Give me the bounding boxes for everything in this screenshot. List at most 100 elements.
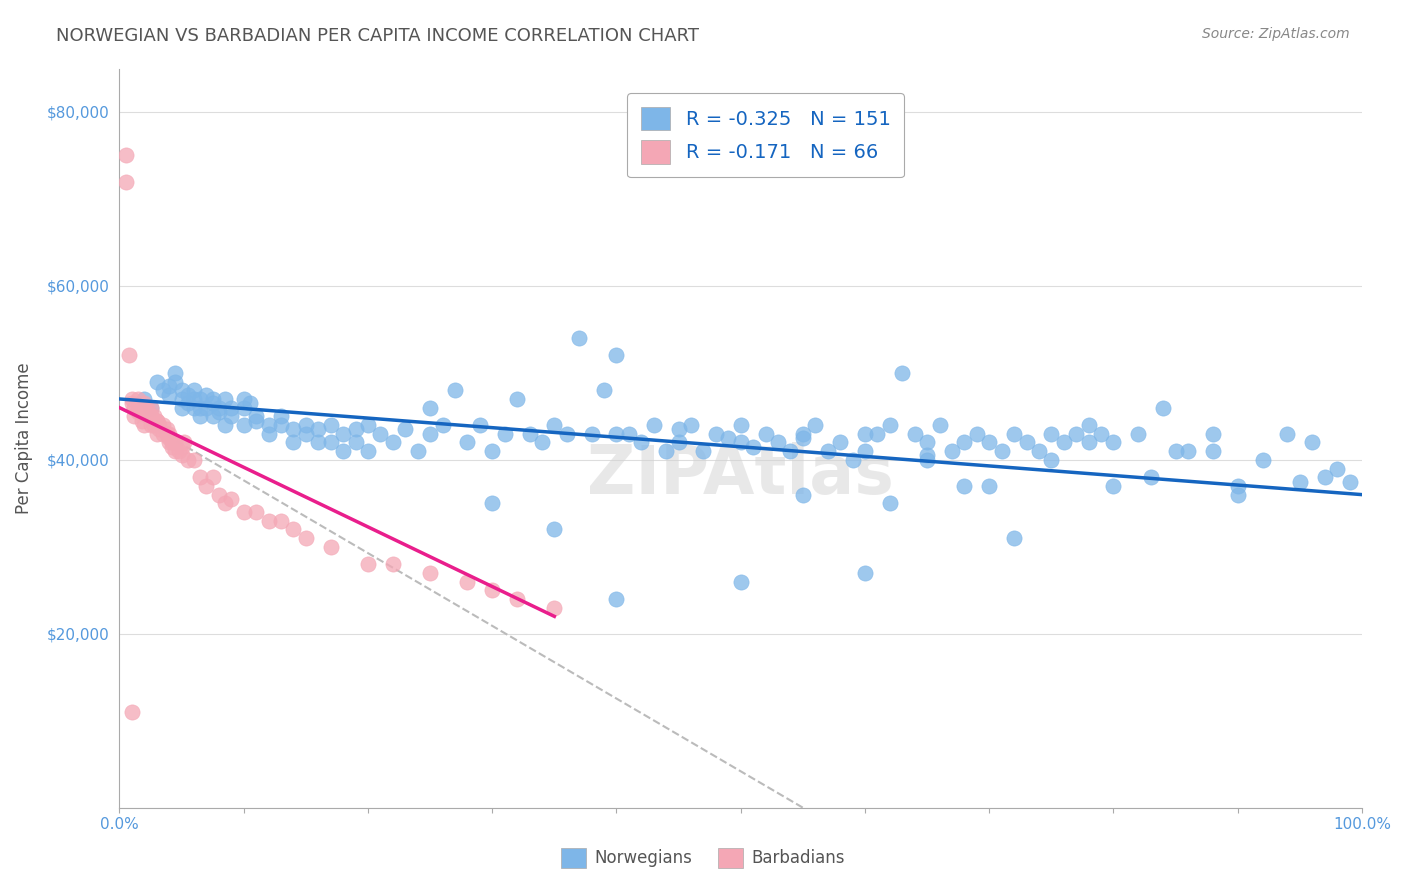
Point [156, 422, 179, 436]
Point [966, 426, 988, 441]
Point [915, 449, 938, 463]
Point [257, 418, 280, 433]
Point [530, 435, 553, 450]
Point [432, 418, 454, 433]
Point [1226, 479, 1249, 493]
Point [170, 440, 193, 454]
Point [170, 449, 193, 463]
Point [928, 418, 950, 433]
Point [201, 409, 224, 424]
Point [270, 514, 292, 528]
Point [201, 396, 224, 410]
Text: Source: ZipAtlas.com: Source: ZipAtlas.com [1202, 27, 1350, 41]
Point [177, 387, 200, 401]
Point [188, 409, 211, 424]
Point [394, 422, 416, 436]
Point [1289, 475, 1312, 489]
Point [160, 440, 183, 454]
Point [134, 401, 156, 415]
Point [357, 418, 380, 433]
Point [295, 418, 318, 433]
Point [481, 583, 503, 598]
Text: NORWEGIAN VS BARBADIAN PER CAPITA INCOME CORRELATION CHART: NORWEGIAN VS BARBADIAN PER CAPITA INCOME… [56, 27, 699, 45]
Point [643, 418, 665, 433]
Point [183, 392, 205, 406]
Point [468, 418, 491, 433]
Point [173, 435, 195, 450]
Point [1164, 444, 1187, 458]
Point [1064, 426, 1087, 441]
Point [257, 514, 280, 528]
Point [792, 431, 814, 445]
Point [332, 426, 354, 441]
Point [1339, 475, 1361, 489]
Point [170, 401, 193, 415]
Point [157, 435, 180, 450]
Point [692, 444, 714, 458]
Point [979, 435, 1001, 450]
Point [1002, 426, 1025, 441]
Point [139, 409, 162, 424]
Point [127, 405, 149, 419]
Point [506, 591, 529, 606]
Point [221, 401, 243, 415]
Point [139, 418, 162, 433]
Point [915, 435, 938, 450]
Point [730, 418, 752, 433]
Point [152, 426, 174, 441]
Point [245, 505, 267, 519]
Point [444, 384, 467, 398]
Point [456, 435, 478, 450]
Point [232, 505, 254, 519]
Point [1040, 453, 1063, 467]
Point [817, 444, 839, 458]
Y-axis label: Per Capita Income: Per Capita Income [15, 362, 32, 514]
Point [156, 426, 179, 441]
Point [188, 392, 211, 406]
Point [131, 414, 153, 428]
Point [165, 375, 187, 389]
Point [157, 379, 180, 393]
Point [121, 705, 143, 719]
Point [145, 414, 167, 428]
Point [307, 422, 329, 436]
Point [165, 444, 187, 458]
Point [139, 409, 162, 424]
Point [381, 435, 404, 450]
Point [344, 435, 367, 450]
Point [177, 396, 200, 410]
Point [114, 148, 136, 162]
Point [145, 375, 167, 389]
Point [381, 558, 404, 572]
Point [804, 418, 827, 433]
Point [283, 523, 305, 537]
Point [344, 422, 367, 436]
Point [419, 566, 441, 580]
Point [124, 409, 146, 424]
Point [605, 349, 627, 363]
Point [208, 401, 231, 415]
Point [630, 435, 652, 450]
Point [668, 422, 690, 436]
Point [232, 418, 254, 433]
Point [319, 418, 342, 433]
Point [979, 479, 1001, 493]
Point [131, 401, 153, 415]
Point [139, 401, 162, 415]
Point [1102, 479, 1125, 493]
Point [145, 426, 167, 441]
Point [792, 426, 814, 441]
Point [1090, 426, 1112, 441]
Point [370, 426, 392, 441]
Point [593, 384, 616, 398]
Point [543, 523, 565, 537]
Point [143, 409, 166, 424]
Point [357, 558, 380, 572]
Point [543, 418, 565, 433]
Point [543, 600, 565, 615]
Point [208, 405, 231, 419]
Point [152, 418, 174, 433]
Point [121, 396, 143, 410]
Point [830, 435, 852, 450]
Point [177, 453, 200, 467]
